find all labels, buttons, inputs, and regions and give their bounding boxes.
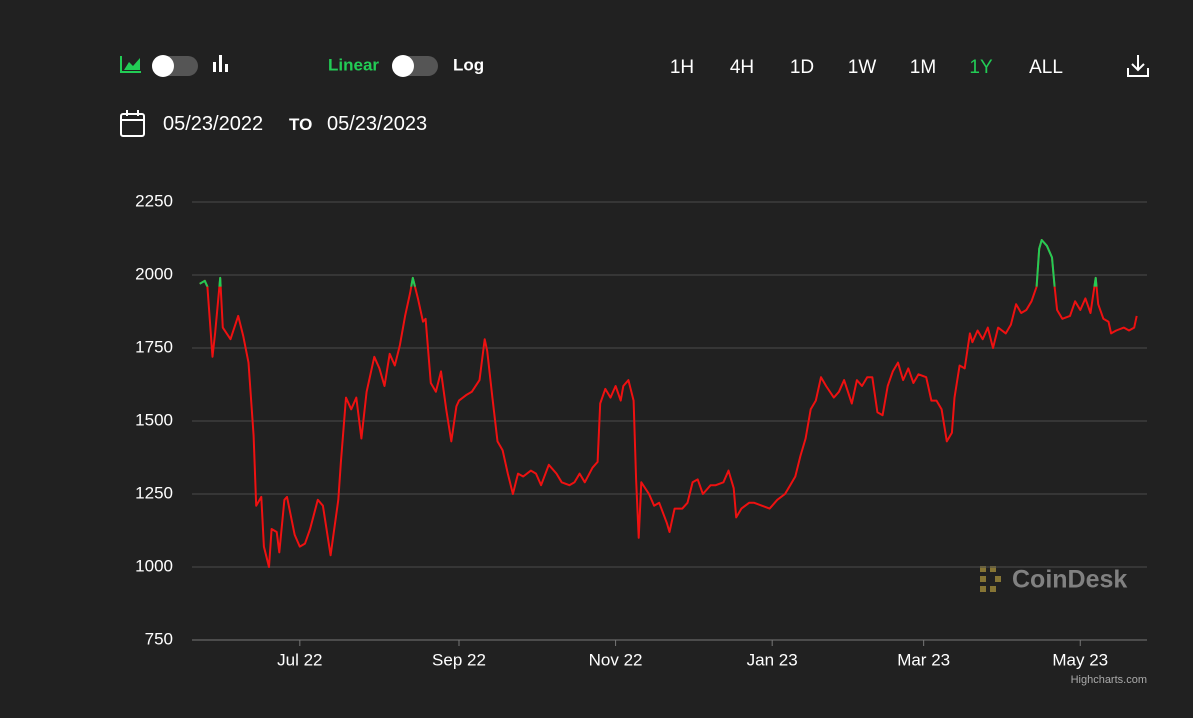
toggle-knob [152, 55, 174, 77]
credit[interactable]: Highcharts.com [1071, 674, 1147, 686]
download-icon[interactable] [1127, 55, 1149, 77]
price-line-zone [199, 239, 1098, 287]
y-tick-label: 2000 [135, 264, 173, 283]
x-tick-label: Jul 22 [277, 650, 322, 669]
scale-option[interactable]: Linear [328, 55, 379, 74]
range-button[interactable]: 4H [730, 57, 754, 78]
y-tick-label: 1000 [135, 556, 173, 575]
toggle-knob [392, 55, 414, 77]
x-tick-label: Sep 22 [432, 650, 486, 669]
range-button[interactable]: 1Y [969, 57, 993, 78]
x-tick-label: May 23 [1052, 650, 1108, 669]
range-button[interactable]: ALL [1029, 57, 1063, 78]
calendar-icon [120, 110, 145, 137]
area-chart-icon[interactable] [120, 56, 141, 73]
range-button[interactable]: 1M [910, 57, 936, 78]
range-button[interactable]: 1W [848, 57, 877, 78]
price-line [199, 239, 1138, 568]
to-label: TO [289, 115, 313, 134]
y-tick-label: 1500 [135, 410, 173, 429]
y-tick-label: 1250 [135, 483, 173, 502]
y-tick-label: 1750 [135, 337, 173, 356]
to-date[interactable]: 05/23/2023 [327, 113, 428, 135]
scale-option[interactable]: Log [453, 55, 484, 74]
coindesk-logo-icon [980, 566, 1001, 592]
range-button[interactable]: 1D [790, 57, 814, 78]
x-tick-label: Jan 23 [747, 650, 798, 669]
range-button[interactable]: 1H [670, 57, 694, 78]
watermark: CoinDesk [1012, 566, 1127, 594]
x-tick-label: Mar 23 [897, 650, 950, 669]
y-tick-label: 750 [145, 629, 173, 648]
y-tick-label: 2250 [135, 191, 173, 210]
x-tick-label: Nov 22 [589, 650, 643, 669]
bar-chart-icon[interactable] [213, 55, 228, 72]
from-date[interactable]: 05/23/2022 [163, 113, 264, 135]
